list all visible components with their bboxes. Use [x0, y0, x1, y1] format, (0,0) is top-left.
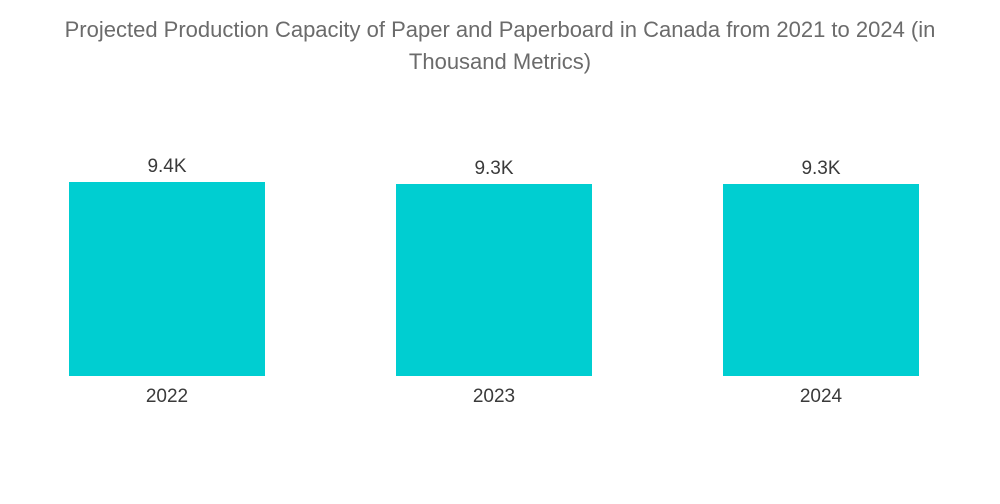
bars-layer [69, 182, 919, 376]
data-labels-layer: 9.4K 9.3K 9.3K [147, 156, 840, 179]
bar-2024 [723, 184, 919, 376]
data-label-2022: 9.4K [147, 156, 186, 177]
x-tick-label-2023: 2023 [473, 386, 515, 407]
x-axis-ticks-layer: 2022 2023 2024 [146, 386, 843, 407]
chart-title: Projected Production Capacity of Paper a… [0, 14, 1000, 78]
x-tick-label-2022: 2022 [146, 386, 188, 407]
bar-2022 [69, 182, 265, 376]
chart-title-line-1: Projected Production Capacity of Paper a… [64, 17, 936, 42]
chart-title-line-2: Thousand Metrics) [408, 49, 592, 74]
x-tick-label-2024: 2024 [800, 386, 843, 407]
data-label-2023: 9.3K [474, 158, 513, 179]
data-label-2024: 9.3K [801, 158, 840, 179]
bar-2023 [396, 184, 592, 376]
